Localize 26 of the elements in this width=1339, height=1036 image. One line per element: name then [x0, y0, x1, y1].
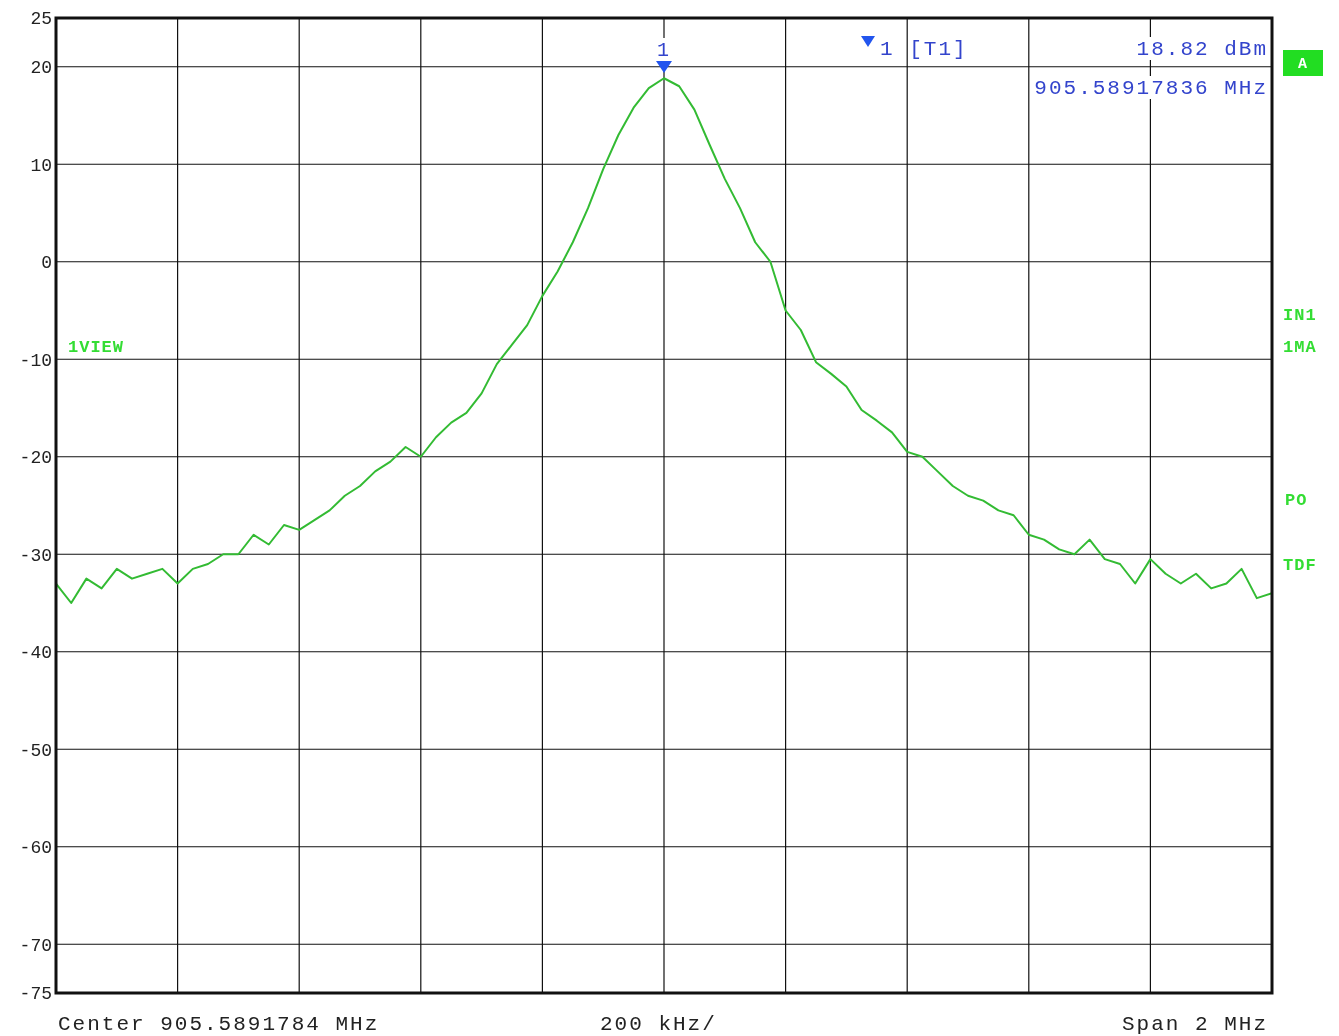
text: A: [1297, 56, 1309, 73]
y-tick-label: -20: [19, 448, 52, 469]
y-tick-label: -60: [19, 838, 52, 859]
text: PO: [1285, 491, 1308, 510]
annotation: 1 [T1]: [880, 38, 968, 61]
text: Center 905.5891784 MHz: [58, 1013, 380, 1036]
line-series: [56, 77, 1272, 604]
annotation: 905.58917836 MHz: [1034, 77, 1268, 100]
y-tick-label: -50: [19, 740, 52, 761]
text: 200 kHz/: [600, 1013, 717, 1036]
y-tick-label: 20: [30, 58, 52, 79]
y-tick-label: -70: [19, 935, 52, 956]
y-tick-label: 25: [30, 9, 52, 30]
text: 1MA: [1283, 338, 1317, 357]
annotation: 1VIEW: [68, 338, 125, 357]
y-tick-label: 10: [30, 155, 52, 176]
annotation: 1: [656, 39, 672, 62]
y-tick-label: -10: [19, 350, 52, 371]
text: TDF: [1283, 556, 1317, 575]
text: Span 2 MHz: [1121, 1013, 1268, 1036]
annotation: 18.82 dBm: [1136, 38, 1268, 61]
y-tick-label: -30: [19, 545, 52, 566]
y-tick-label: -40: [19, 643, 52, 664]
text: IN1: [1283, 306, 1317, 325]
y-tick-label: 0: [41, 253, 52, 274]
y-tick-label: -75: [19, 984, 52, 1005]
